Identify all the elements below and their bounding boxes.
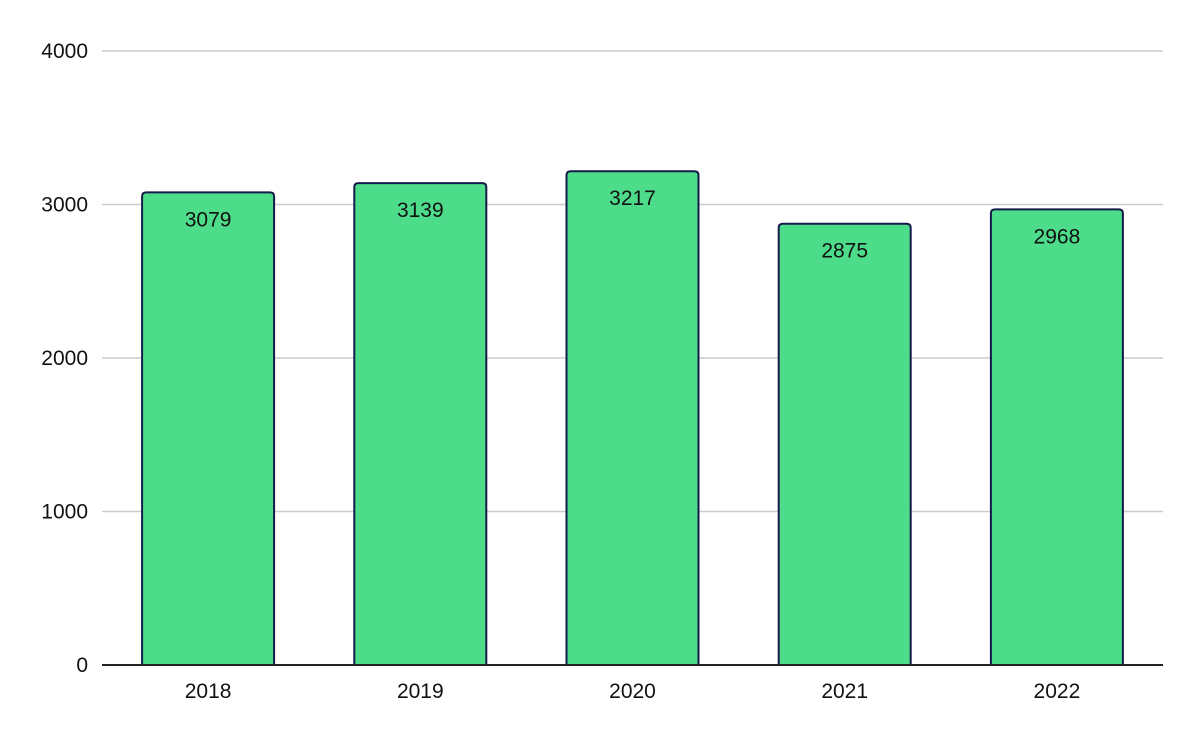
- y-axis-tick-labels: 0 1000 2000 3000 4000: [41, 40, 88, 677]
- bar-data-labels: 3079 3139 3217 2875 2968: [185, 187, 1081, 262]
- bar-value-label: 3079: [185, 208, 232, 231]
- y-tick-label: 3000: [41, 194, 88, 217]
- x-axis-tick-labels: 2018 2019 2020 2021 2022: [185, 680, 1081, 703]
- bar-value-label: 3217: [609, 187, 656, 210]
- bar-2019: [353, 182, 488, 666]
- x-tick-label: 2021: [821, 680, 868, 703]
- bar-2021: [777, 222, 912, 666]
- bar-2018: [141, 191, 276, 666]
- y-tick-label: 0: [76, 654, 88, 677]
- x-tick-label: 2022: [1034, 680, 1081, 703]
- x-tick-label: 2018: [185, 680, 232, 703]
- bars: [141, 170, 1124, 666]
- x-tick-label: 2020: [609, 680, 656, 703]
- bar-value-label: 3139: [397, 199, 444, 222]
- x-tick-label: 2019: [397, 680, 444, 703]
- y-tick-label: 4000: [41, 40, 88, 63]
- y-tick-label: 2000: [41, 347, 88, 370]
- bar-value-label: 2875: [821, 240, 868, 263]
- bar-2020: [565, 170, 700, 666]
- bar-value-label: 2968: [1034, 225, 1081, 248]
- bar-2022: [989, 208, 1124, 666]
- y-tick-label: 1000: [41, 501, 88, 524]
